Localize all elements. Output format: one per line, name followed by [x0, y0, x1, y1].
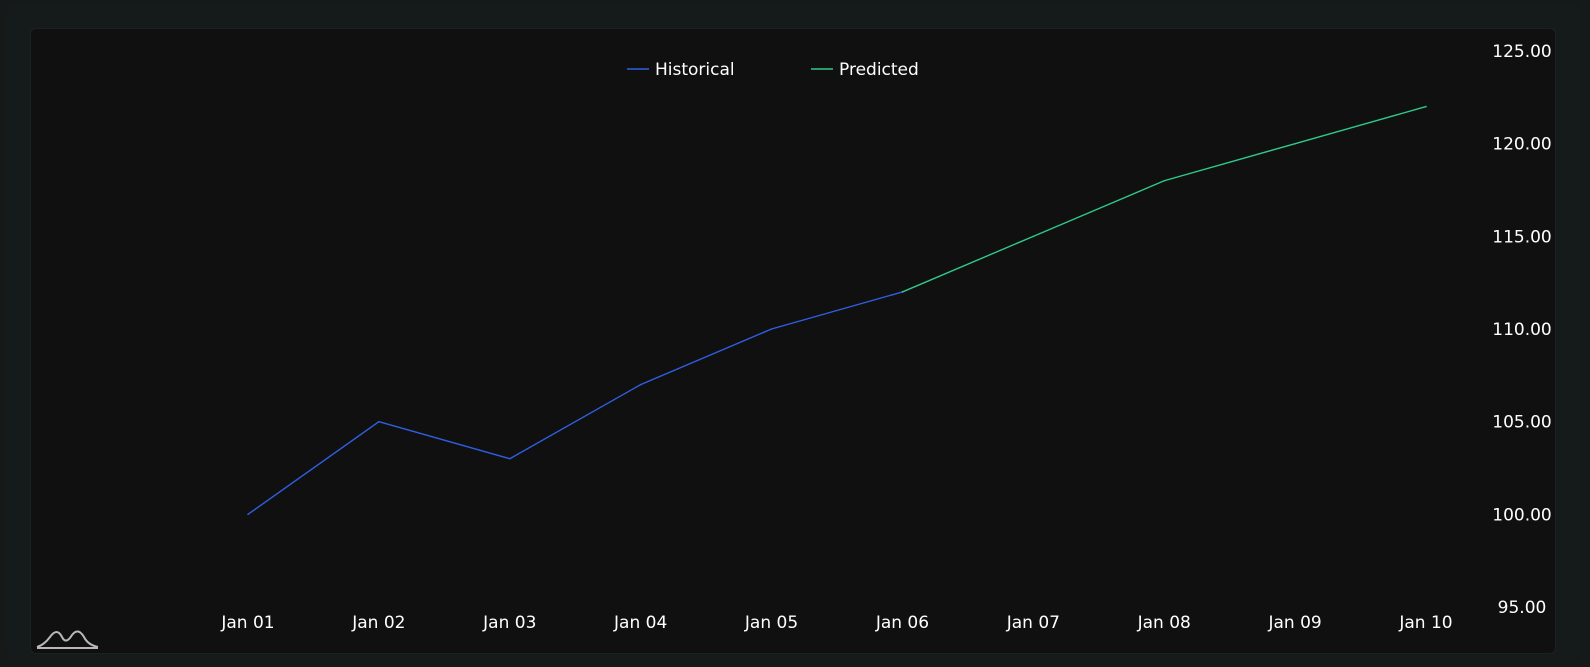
data-point-predicted — [1163, 179, 1166, 182]
data-point-predicted — [1032, 235, 1035, 238]
data-point-predicted — [1294, 142, 1296, 145]
y-tick-label: 120.00 — [1492, 135, 1551, 155]
y-tick-label: 110.00 — [1492, 320, 1551, 340]
series-line-historical — [247, 291, 903, 515]
data-point-predicted — [901, 291, 904, 293]
y-tick-label: 125.00 — [1492, 42, 1551, 62]
series-layer — [247, 105, 1427, 516]
x-tick-label: Jan 01 — [220, 613, 274, 633]
data-point-historical — [378, 420, 380, 423]
data-point-historical — [247, 513, 249, 516]
x-tick-label: Jan 09 — [1267, 613, 1321, 633]
x-axis: Jan 01 Jan 02 Jan 03 Jan 04 Jan 05 Jan 06 Jan … — [220, 613, 1452, 633]
data-point-historical — [770, 328, 773, 330]
legend-item-historical[interactable]: Historical — [627, 60, 735, 80]
x-tick-label: Jan 03 — [482, 613, 536, 633]
data-point-historical — [639, 383, 642, 386]
x-tick-label: Jan 07 — [1006, 613, 1060, 633]
x-tick-label: Jan 05 — [744, 613, 798, 633]
x-tick-label: Jan 08 — [1137, 613, 1191, 633]
legend: Historical Predicted — [627, 60, 919, 80]
series-line-predicted — [902, 105, 1427, 293]
x-tick-label: Jan 04 — [613, 613, 667, 633]
y-tick-label: 105.00 — [1492, 413, 1551, 433]
y-tick-label: 115.00 — [1492, 227, 1551, 247]
x-tick-label: Jan 10 — [1398, 613, 1452, 633]
x-tick-label: Jan 02 — [351, 613, 405, 633]
x-tick-label: Jan 06 — [875, 613, 929, 633]
chart-panel — [30, 28, 1556, 654]
legend-label: Historical — [655, 60, 735, 80]
legend-item-predicted[interactable]: Predicted — [811, 60, 919, 80]
data-point-predicted — [1425, 105, 1427, 108]
y-tick-label: 100.00 — [1492, 505, 1551, 525]
data-point-historical — [508, 457, 511, 460]
waves-logo-icon — [36, 630, 99, 649]
y-axis: 95.00 100.00 105.00 110.00 115.00 120.00 125.0… — [1492, 42, 1551, 618]
legend-label: Predicted — [839, 60, 919, 80]
y-tick-label: 95.00 — [1498, 598, 1547, 618]
